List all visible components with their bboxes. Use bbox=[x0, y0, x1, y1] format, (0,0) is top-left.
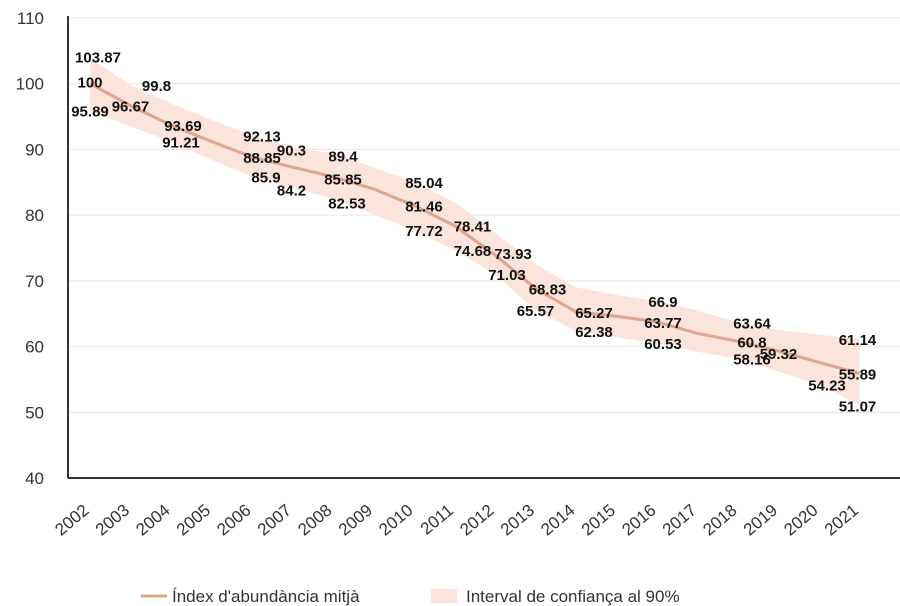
x-tick-label: 2016 bbox=[618, 501, 659, 540]
data-label: 85.85 bbox=[324, 172, 362, 189]
data-label: 103.87 bbox=[75, 49, 121, 66]
data-label: 88.85 bbox=[243, 150, 281, 167]
data-label: 90.3 bbox=[277, 142, 306, 159]
data-label: 58.16 bbox=[733, 352, 771, 369]
confidence-band-layer bbox=[90, 58, 860, 406]
x-tick-label: 2007 bbox=[254, 501, 295, 540]
x-tick-label: 2008 bbox=[294, 501, 335, 540]
x-tick-label: 2004 bbox=[132, 501, 173, 540]
data-label: 59.32 bbox=[760, 346, 798, 363]
data-label: 95.89 bbox=[71, 104, 109, 121]
x-tick-label: 2002 bbox=[51, 501, 92, 540]
data-label: 65.27 bbox=[575, 305, 613, 322]
data-label: 91.21 bbox=[162, 134, 200, 151]
data-label: 60.53 bbox=[644, 336, 682, 353]
x-tick-label: 2009 bbox=[335, 501, 376, 540]
data-label: 93.69 bbox=[164, 118, 202, 135]
series-line bbox=[89, 82, 860, 376]
data-label: 92.13 bbox=[243, 128, 281, 145]
confidence-band bbox=[90, 58, 860, 406]
data-label: 84.2 bbox=[277, 183, 306, 200]
data-label: 63.64 bbox=[733, 316, 771, 333]
data-label: 62.38 bbox=[575, 324, 613, 341]
data-label: 100 bbox=[77, 75, 102, 92]
data-label: 77.72 bbox=[405, 223, 443, 240]
y-tick-label: 90 bbox=[25, 140, 44, 159]
data-label: 65.57 bbox=[517, 303, 555, 320]
data-label: 78.41 bbox=[454, 219, 492, 236]
y-tick-label: 110 bbox=[17, 9, 44, 28]
legend-label-interval: Interval de confiança al 90% bbox=[466, 587, 680, 606]
series-line-layer bbox=[89, 82, 860, 376]
y-tick-label: 80 bbox=[25, 206, 44, 225]
data-label: 68.83 bbox=[529, 282, 567, 299]
x-tick-label: 2019 bbox=[740, 501, 781, 540]
legend-label-index: Índex d'abundància mitjà bbox=[172, 587, 360, 606]
data-label: 73.93 bbox=[494, 246, 532, 263]
x-tick-label: 2014 bbox=[537, 501, 578, 540]
x-tick-label: 2020 bbox=[780, 501, 821, 540]
x-tick-label: 2013 bbox=[497, 501, 538, 540]
data-label: 96.67 bbox=[112, 99, 150, 116]
legend-band-swatch bbox=[431, 589, 457, 603]
y-tick-label: 40 bbox=[25, 469, 44, 488]
data-label: 89.4 bbox=[328, 148, 358, 165]
y-tick-label: 50 bbox=[25, 403, 44, 422]
x-tick-label: 2012 bbox=[456, 501, 497, 540]
x-tick-label: 2018 bbox=[699, 501, 740, 540]
data-label: 85.9 bbox=[251, 169, 280, 186]
x-tick-label: 2015 bbox=[578, 501, 619, 540]
x-tick-label: 2005 bbox=[173, 501, 214, 540]
data-label: 66.9 bbox=[648, 294, 677, 311]
y-tick-label: 70 bbox=[25, 272, 44, 291]
y-tick-label: 100 bbox=[16, 75, 44, 94]
x-tick-label: 2003 bbox=[92, 501, 133, 540]
data-label: 99.8 bbox=[142, 78, 171, 95]
data-label: 60.8 bbox=[737, 334, 766, 351]
data-label: 71.03 bbox=[488, 267, 526, 284]
x-tick-label: 2017 bbox=[659, 501, 700, 540]
x-tick-label: 2011 bbox=[417, 501, 457, 539]
legend: Índex d'abundància mitjà Interval de con… bbox=[141, 587, 680, 606]
data-label: 54.23 bbox=[808, 377, 846, 394]
data-label: 85.04 bbox=[405, 175, 443, 192]
data-label: 81.46 bbox=[405, 199, 443, 216]
data-label: 82.53 bbox=[328, 196, 366, 213]
x-tick-label: 2010 bbox=[375, 501, 416, 540]
x-tick-label: 2006 bbox=[213, 501, 254, 540]
data-label: 61.14 bbox=[839, 332, 877, 349]
data-label: 55.89 bbox=[839, 367, 877, 384]
data-label: 63.77 bbox=[644, 315, 682, 332]
y-tick-label: 60 bbox=[25, 338, 44, 357]
x-tick-label: 2021 bbox=[821, 501, 862, 540]
data-label: 74.68 bbox=[454, 243, 492, 260]
data-label: 51.07 bbox=[839, 398, 877, 415]
